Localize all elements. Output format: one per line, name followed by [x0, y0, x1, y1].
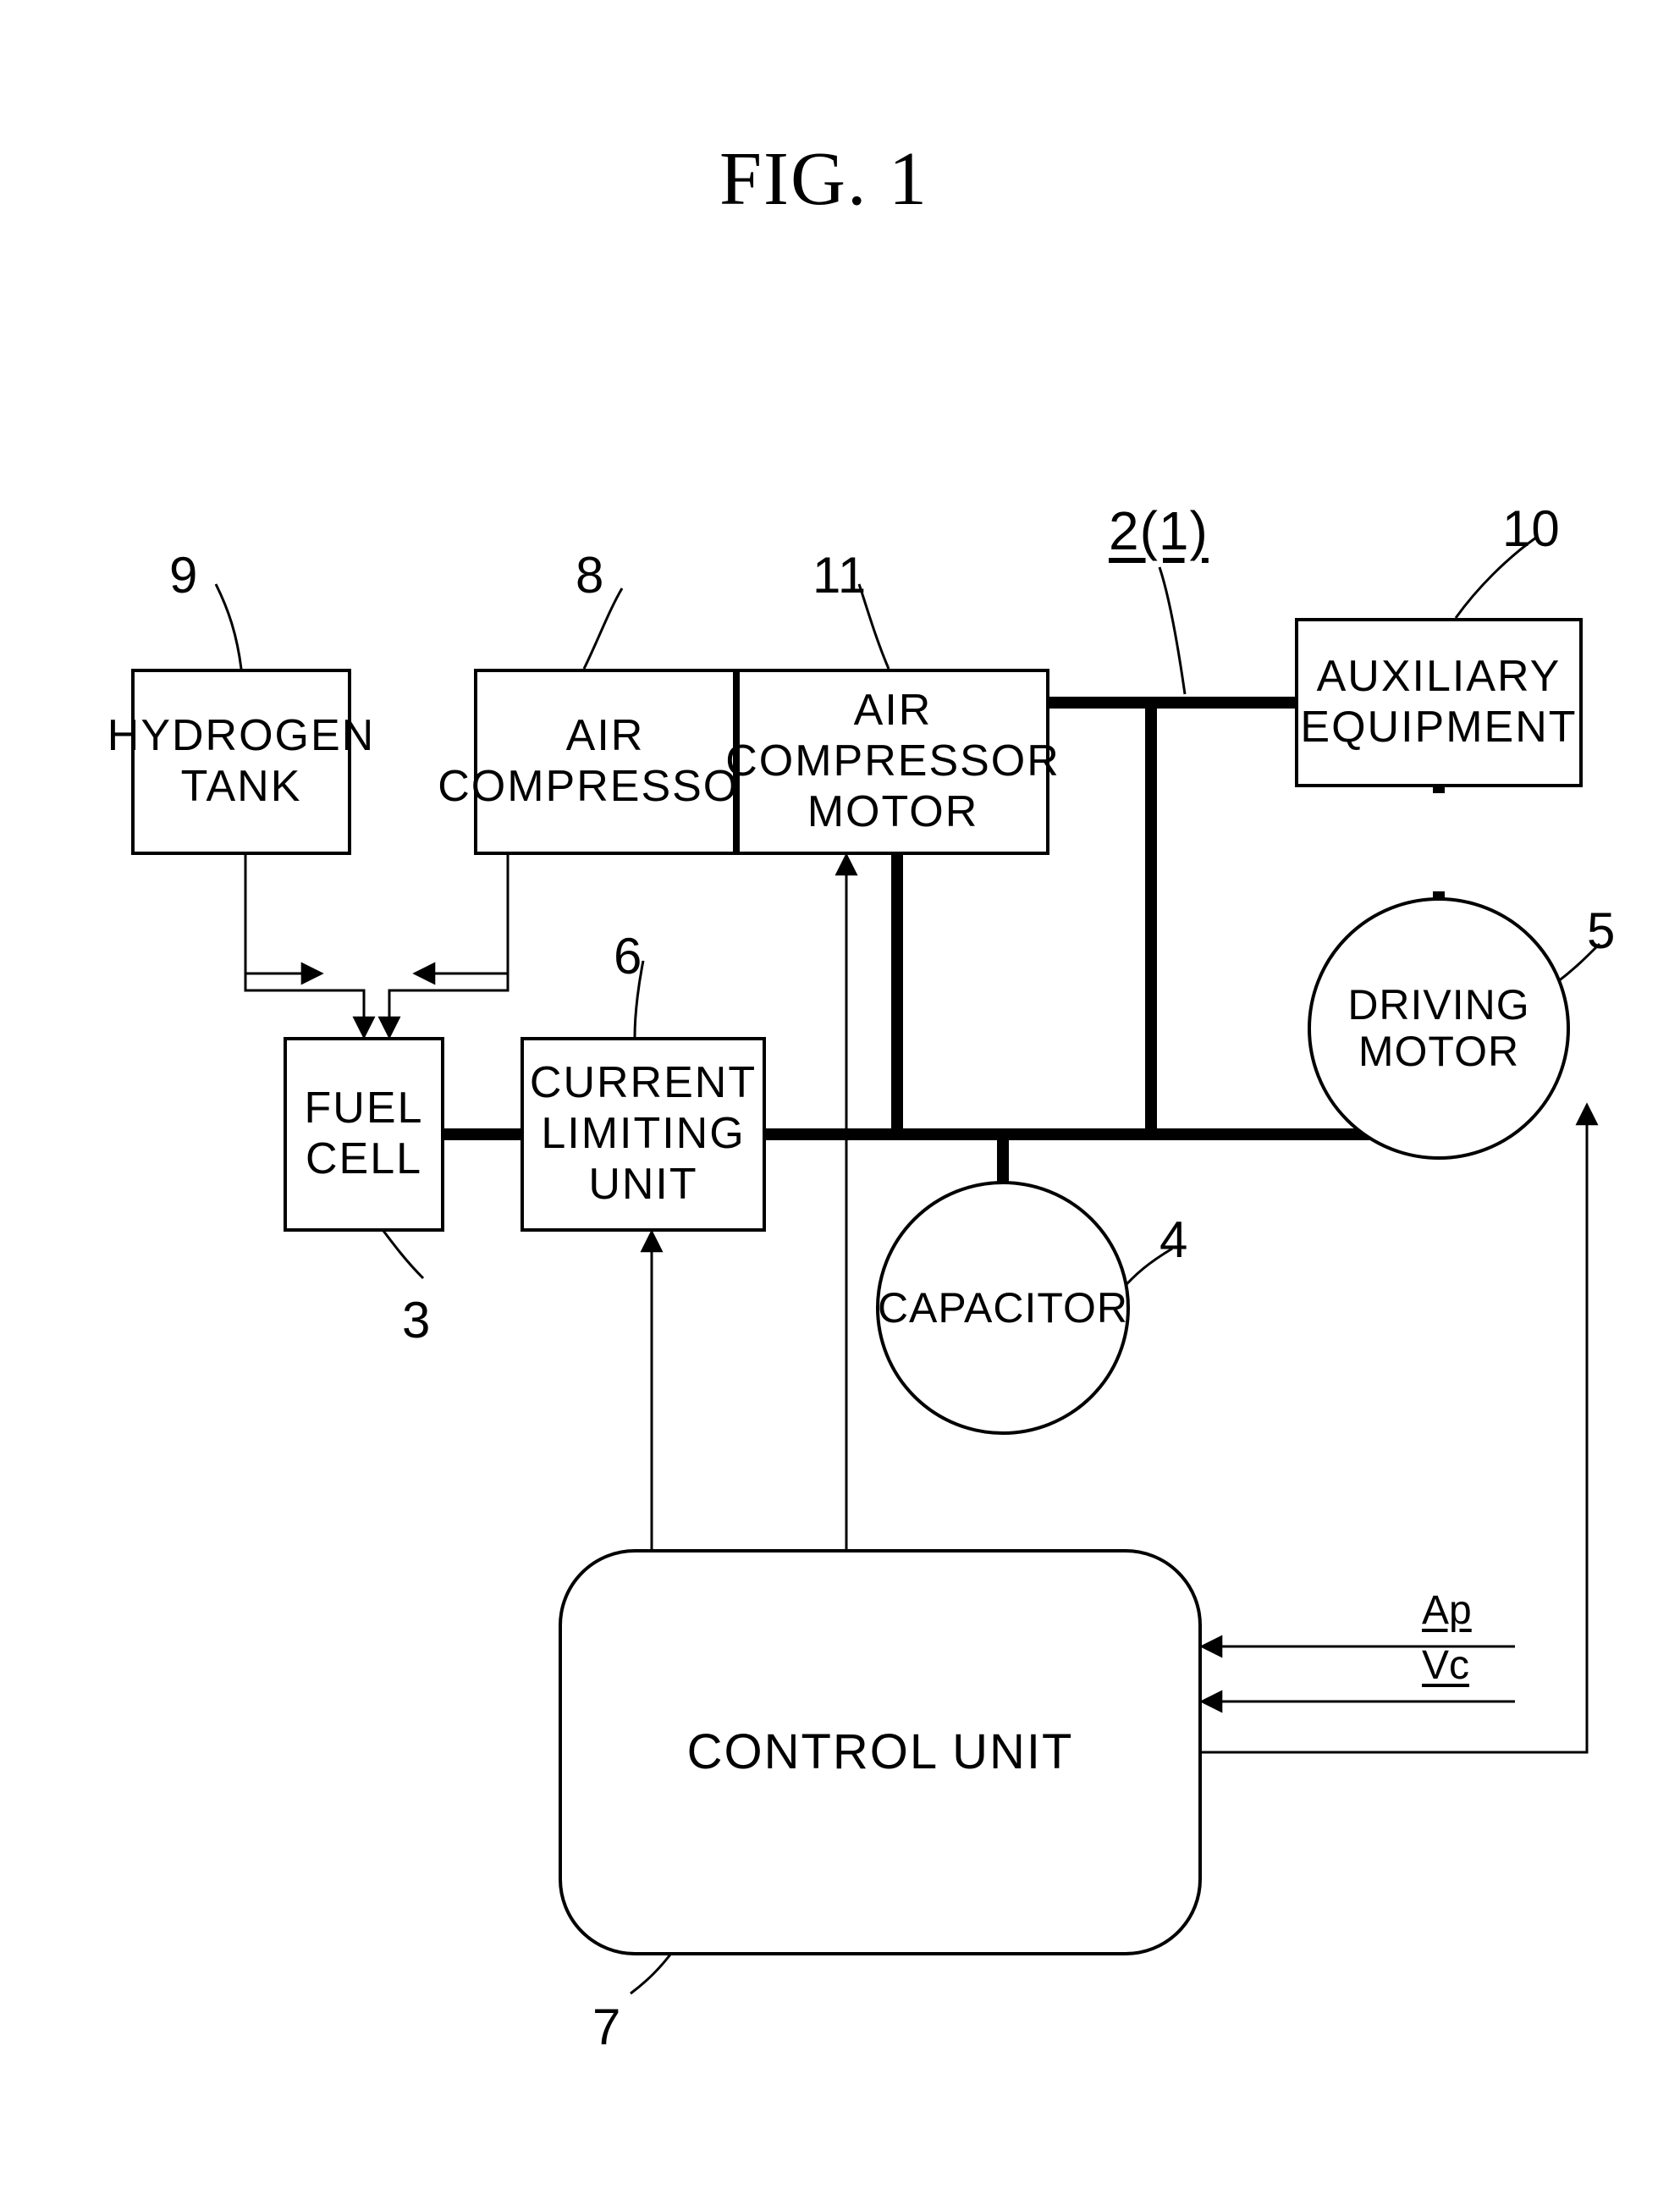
driving-motor-node: DRIVINGMOTOR [1308, 897, 1570, 1160]
signal-vc-label: Vc [1422, 1642, 1469, 1689]
fuel-cell-box: FUELCELL [284, 1037, 444, 1232]
air-compressor-box: AIRCOMPRESSOR [474, 669, 736, 855]
control-unit-box: CONTROL UNIT [559, 1549, 1202, 1955]
air-compressor-motor-box: AIR COMPRESSORMOTOR [736, 669, 1049, 855]
capacitor-node: CAPACITOR [876, 1181, 1130, 1435]
ref-control-unit: 7 [592, 1998, 621, 2056]
ref-hydrogen-tank: 9 [169, 546, 198, 604]
ref-driving-motor: 5 [1587, 902, 1616, 960]
ref-current-limit: 6 [614, 927, 642, 985]
hydrogen-tank-box: HYDROGENTANK [131, 669, 351, 855]
ref-fuel-cell: 3 [402, 1291, 431, 1349]
current-limiting-unit-box: CURRENTLIMITING UNIT [521, 1037, 766, 1232]
ref-air-comp-motor: 11 [812, 546, 867, 604]
ref-aux-equipment: 10 [1502, 499, 1561, 558]
ref-air-compressor: 8 [576, 546, 604, 604]
auxiliary-equipment-box: AUXILIARYEQUIPMENT [1295, 618, 1583, 787]
ref-capacitor: 4 [1159, 1211, 1188, 1269]
signal-ap-label: Ap [1422, 1587, 1472, 1634]
